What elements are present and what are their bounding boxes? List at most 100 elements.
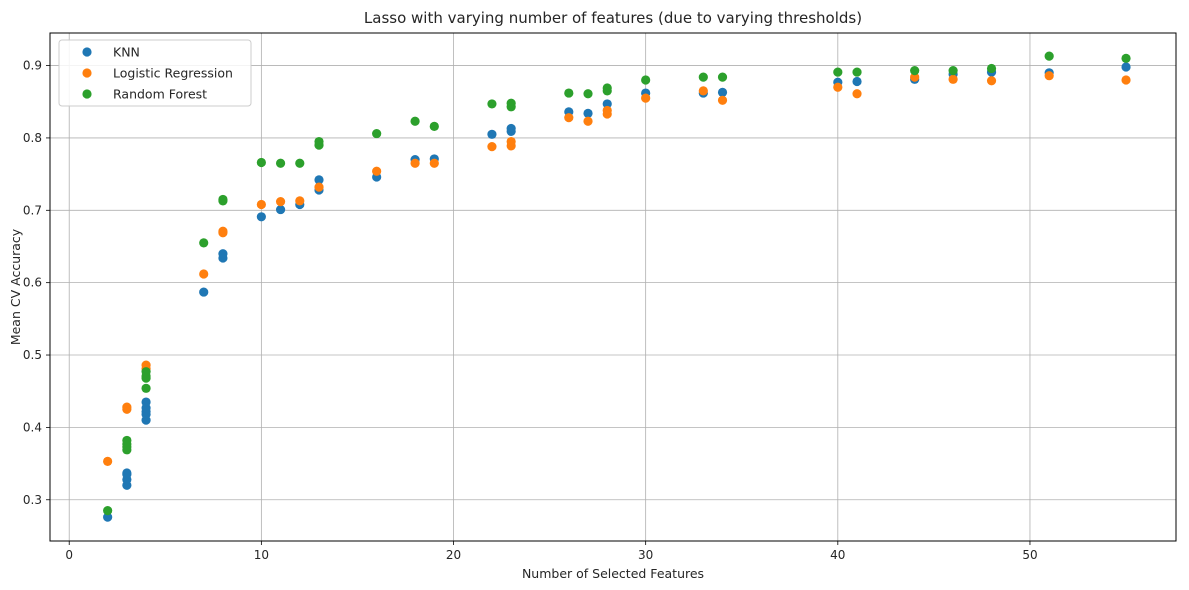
data-point (602, 105, 612, 116)
x-tick-label: 30 (638, 548, 653, 562)
data-point (314, 182, 324, 192)
x-tick-label: 40 (830, 548, 845, 562)
data-point (833, 67, 843, 77)
data-point (141, 397, 151, 407)
data-point (199, 269, 209, 279)
data-points (103, 51, 1131, 522)
y-tick-label: 0.5 (23, 348, 42, 362)
data-point (275, 197, 286, 207)
data-point (717, 72, 728, 82)
data-point (583, 108, 593, 118)
data-point (1121, 75, 1131, 85)
data-point (948, 66, 958, 76)
x-axis-label: Number of Selected Features (522, 566, 704, 581)
data-point (372, 166, 382, 176)
y-tick-label: 0.8 (23, 131, 42, 145)
data-point (199, 238, 209, 248)
data-point (698, 86, 708, 96)
data-point (141, 383, 151, 393)
legend-label: Random Forest (113, 87, 207, 102)
legend-box (58, 39, 252, 107)
legend-marker (82, 68, 92, 78)
data-point (122, 468, 132, 478)
data-point (275, 158, 286, 168)
data-point (218, 194, 228, 205)
data-point (698, 72, 708, 82)
data-point (602, 99, 612, 109)
data-point (122, 402, 132, 412)
x-tick-label: 0 (65, 548, 73, 562)
legend-label: KNN (113, 45, 140, 60)
data-point (372, 128, 382, 139)
y-tick-label: 0.4 (23, 420, 42, 434)
data-point (852, 76, 862, 87)
data-point (602, 83, 612, 93)
data-point (256, 157, 266, 168)
y-tick-label: 0.9 (23, 59, 42, 73)
data-point (910, 72, 920, 82)
data-point (506, 123, 516, 134)
data-point (429, 121, 439, 131)
data-point (256, 199, 266, 210)
data-point (314, 175, 324, 185)
data-point (1121, 53, 1131, 63)
data-point (410, 158, 420, 168)
data-point (429, 158, 439, 168)
grid (50, 33, 1176, 541)
data-point (583, 116, 593, 126)
data-point (1121, 62, 1131, 72)
x-tick-label: 20 (446, 548, 461, 562)
data-point (564, 88, 574, 98)
data-point (122, 435, 132, 446)
x-tick-label: 50 (1022, 548, 1037, 562)
data-point (641, 93, 651, 103)
data-point (256, 212, 266, 222)
data-point (506, 136, 516, 147)
data-point (852, 89, 862, 99)
data-point (986, 76, 997, 86)
data-point (506, 98, 516, 108)
data-point (103, 506, 113, 516)
data-point (487, 99, 497, 109)
series-knn (103, 62, 1131, 522)
data-point (717, 95, 728, 105)
series-random-forest (103, 51, 1131, 516)
legend-label: Logistic Regression (113, 66, 233, 81)
data-point (218, 249, 228, 259)
data-point (275, 204, 286, 215)
data-point (314, 136, 324, 147)
data-point (833, 82, 843, 92)
plot-frame (49, 32, 1177, 542)
data-point (295, 158, 305, 168)
data-point (141, 367, 151, 377)
data-point (717, 87, 728, 97)
y-axis-label: Mean CV Accuracy (8, 228, 23, 345)
data-point (218, 226, 228, 236)
data-point (487, 142, 497, 152)
data-point (487, 129, 497, 139)
data-point (103, 456, 113, 466)
series-logistic-regression (103, 71, 1131, 466)
data-point (199, 287, 209, 297)
legend-marker (82, 47, 92, 57)
data-point (564, 113, 574, 123)
data-point (583, 89, 593, 99)
data-point (1044, 51, 1054, 61)
data-point (410, 116, 420, 126)
chart-title: Lasso with varying number of features (d… (364, 9, 862, 27)
y-tick-label: 0.7 (23, 203, 42, 217)
legend: KNN Logistic Regression Random Forest (58, 39, 252, 107)
data-point (1044, 71, 1054, 81)
y-tick-label: 0.3 (23, 493, 42, 507)
data-point (948, 74, 958, 84)
data-point (103, 512, 113, 522)
data-point (295, 196, 305, 206)
legend-marker (82, 89, 92, 99)
data-point (141, 360, 151, 370)
x-tick-label: 10 (254, 548, 269, 562)
data-point (910, 66, 920, 76)
data-point (986, 63, 997, 74)
y-tick-label: 0.6 (23, 276, 42, 290)
ticks: 0 10 20 30 40 50 0.3 0.4 0.5 0.6 0.7 0.8 0.9 (23, 59, 1038, 562)
